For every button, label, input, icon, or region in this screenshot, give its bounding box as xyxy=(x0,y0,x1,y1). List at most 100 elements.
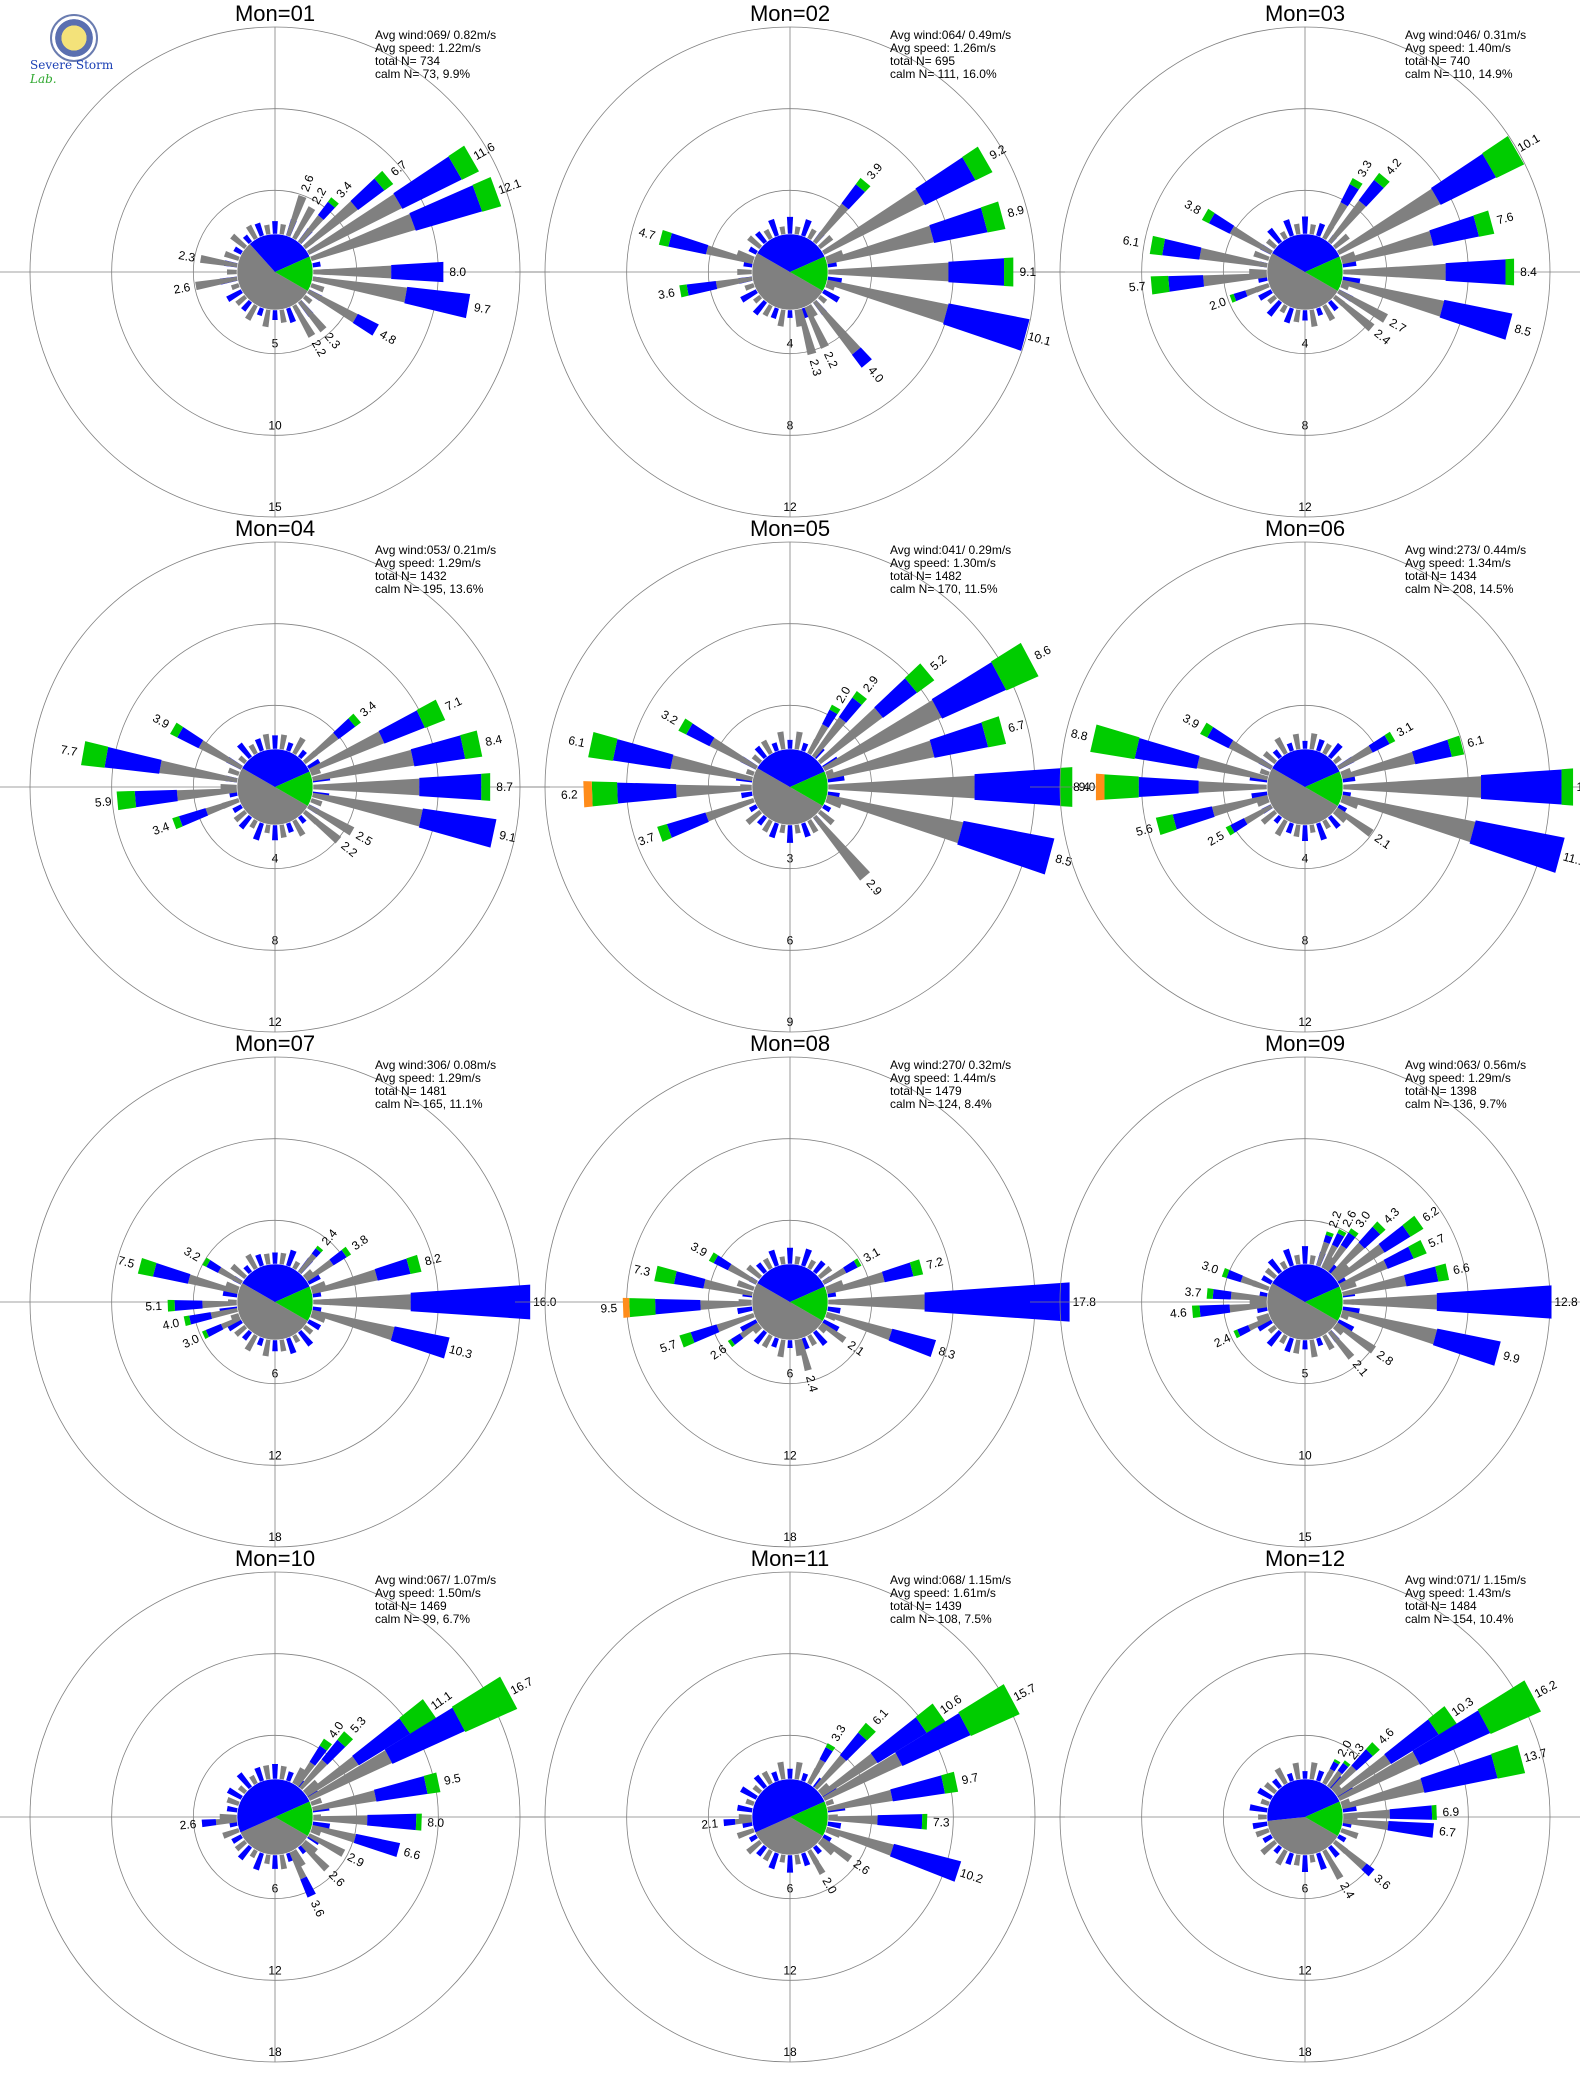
petal-segment xyxy=(1337,1751,1420,1802)
petal-value-label: 3.0 xyxy=(180,1331,201,1351)
minor-petal xyxy=(1294,1254,1301,1266)
calm-pie-slice xyxy=(1267,1779,1340,1821)
petal-segment xyxy=(312,265,392,279)
minor-petal xyxy=(748,804,759,813)
minor-petal xyxy=(233,246,244,255)
minor-petal xyxy=(1274,737,1288,756)
petal-segment xyxy=(329,1249,347,1266)
calm-pie-slice xyxy=(249,234,310,272)
minor-petal xyxy=(1259,768,1271,777)
petal-value-label: 8.9 xyxy=(1006,203,1026,221)
minor-petal xyxy=(241,299,253,312)
calm-pie-outline xyxy=(751,233,829,311)
petal-value-label: 3.9 xyxy=(1180,711,1202,732)
petal-segment xyxy=(311,792,423,827)
petal-segment xyxy=(1341,1778,1425,1810)
petal-segment xyxy=(819,1753,878,1797)
minor-petal xyxy=(1315,738,1325,753)
minor-petal xyxy=(1274,818,1288,837)
petal-segment xyxy=(852,691,867,705)
petal-segment xyxy=(404,286,471,319)
minor-petal xyxy=(1332,233,1350,250)
minor-petal xyxy=(1336,804,1348,813)
petal-segment xyxy=(797,308,817,356)
petal-segment xyxy=(1343,1760,1351,1767)
minor-petal xyxy=(233,809,248,823)
petal-segment xyxy=(311,1248,321,1258)
petal-segment xyxy=(374,170,394,191)
calm-pie-slice xyxy=(1272,234,1340,272)
petal-value-label: 2.4 xyxy=(1337,1880,1358,1902)
petal-segment xyxy=(709,737,759,770)
minor-petal xyxy=(1309,823,1316,833)
petal-segment xyxy=(1384,1719,1439,1765)
petal-value-label: 2.5 xyxy=(1205,828,1227,849)
petal-segment xyxy=(807,724,829,756)
minor-petal xyxy=(817,294,828,304)
petal-segment xyxy=(409,185,483,231)
minor-petal xyxy=(227,1319,244,1332)
minor-petal xyxy=(1260,1798,1271,1807)
minor-petal xyxy=(264,224,271,236)
petal-segment xyxy=(1334,807,1374,837)
petal-segment xyxy=(337,1731,354,1747)
stat-calm-n: calm N= 136, 9.7% xyxy=(1405,1097,1507,1111)
minor-petal xyxy=(761,1333,773,1349)
petal-value-label: 10.1 xyxy=(1026,329,1052,349)
minor-petal xyxy=(302,1779,319,1795)
minor-petal xyxy=(1336,1276,1347,1285)
minor-petal xyxy=(285,742,294,753)
petal-segment xyxy=(1341,1275,1407,1297)
petal-segment xyxy=(308,731,385,773)
minor-petal xyxy=(1301,1854,1309,1872)
logo-text-storm: Storm xyxy=(75,58,114,72)
minor-petal xyxy=(237,1785,248,1795)
minor-petal xyxy=(222,1827,241,1839)
calm-pie-slice xyxy=(1267,253,1338,310)
petal-segment xyxy=(1340,1232,1356,1249)
petal-segment xyxy=(612,739,674,770)
petal-segment xyxy=(821,189,925,255)
minor-petal xyxy=(752,299,768,316)
petal-segment xyxy=(1248,1316,1272,1331)
petal-segment xyxy=(205,1323,224,1338)
petal-segment xyxy=(708,1252,719,1264)
petal-value-label: 2.6 xyxy=(708,1341,730,1362)
petal-value-label: 4.7 xyxy=(637,225,657,243)
minor-petal xyxy=(272,1339,278,1352)
calm-pie-slice xyxy=(242,748,310,787)
petal-segment xyxy=(367,1813,417,1831)
petal-segment xyxy=(673,1271,706,1289)
minor-petal xyxy=(1339,1798,1351,1807)
petal-segment xyxy=(817,707,883,765)
minor-petal xyxy=(235,294,248,306)
minor-petal xyxy=(1264,1267,1278,1280)
petal-value-label: 13.7 xyxy=(1522,1745,1548,1765)
petal-value-label: 11.3 xyxy=(1576,780,1580,794)
petal-segment xyxy=(1321,1244,1338,1270)
calm-pie-slice xyxy=(752,768,823,825)
petal-value-label: 3.7 xyxy=(636,830,657,849)
petal-segment xyxy=(1228,740,1274,770)
minor-petal xyxy=(219,1813,238,1821)
petal-value-label: 2.0 xyxy=(819,1875,840,1897)
calm-pie-slice xyxy=(1305,1286,1343,1321)
minor-petal xyxy=(755,1262,768,1275)
petal-segment xyxy=(1439,299,1513,340)
petal-segment xyxy=(451,1676,518,1733)
minor-petal xyxy=(817,1839,835,1856)
petal-value-label: 8.0 xyxy=(449,265,466,279)
calm-pie-outline xyxy=(751,748,829,826)
minor-petal xyxy=(297,1844,307,1855)
petal-segment xyxy=(1245,283,1270,297)
petal-segment xyxy=(657,824,672,842)
petal-segment xyxy=(289,1850,307,1880)
minor-petal xyxy=(747,235,763,250)
logo-text-lab: Lab. xyxy=(30,72,57,86)
petal-value-label: 2.1 xyxy=(1372,831,1394,852)
petal-segment xyxy=(1378,1225,1411,1253)
minor-petal xyxy=(285,1851,294,1863)
minor-petal xyxy=(225,1281,241,1292)
petal-value-label: 3.2 xyxy=(659,707,681,728)
